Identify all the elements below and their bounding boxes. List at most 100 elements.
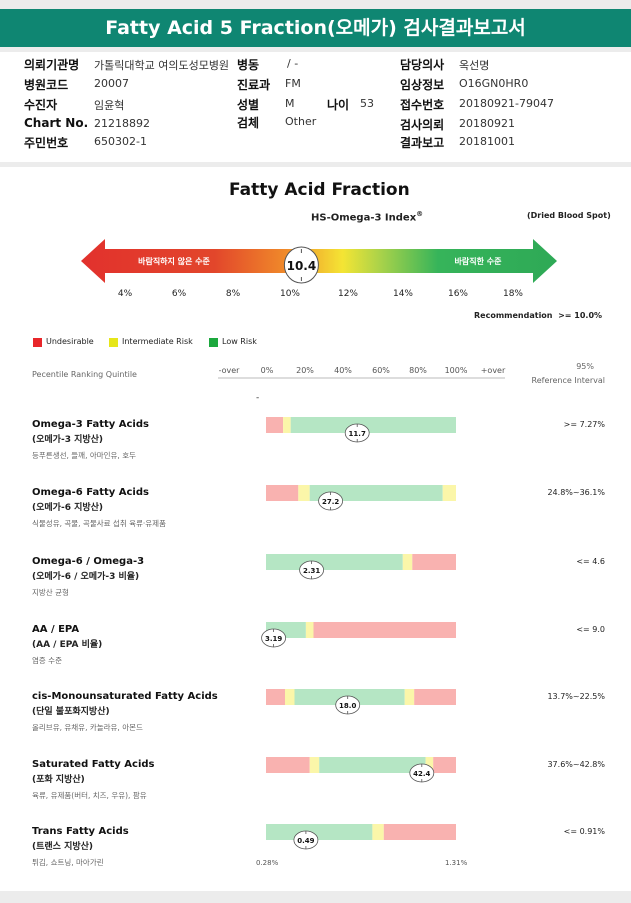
value-text: 3.19 [265,635,282,643]
age-value: 53 [360,97,374,110]
scale-tick-label: 4% [118,289,133,299]
bottom-left-label: 0.28% [256,859,279,867]
ref-header-interval: Reference Interval [531,376,605,385]
doctor-label: 담당의사 [400,58,445,72]
row-ref-interval: 24.8%~36.1% [547,488,605,497]
row-ref-interval: >= 7.27% [564,420,606,429]
zone-intermediate [425,757,434,773]
row-ref-interval: <= 0.91% [564,827,606,836]
zone-intermediate [285,689,295,705]
row-ref-interval: <= 4.6 [576,557,605,566]
zone-low [266,824,373,840]
result-row: AA / EPA (AA / EPA 비율) 염증 수준 <= 9.0 3.19 [32,622,605,665]
hospital-code-value: 20007 [94,77,129,90]
dept-label: 진료과 [237,78,271,92]
row-name: Omega-6 / Omega-3 [32,556,144,567]
percentile-tick: 20% [296,366,314,375]
sex-value: M [285,97,295,110]
scale-tick-label: 10% [280,289,300,299]
index-value-text: 10.4 [287,259,317,273]
legend-swatch-low [209,338,218,347]
result-row: Omega-6 / Omega-3 (오메가-6 / 오메가-3 비율) 지방산 균… [32,554,605,597]
row-name: Omega-3 Fatty Acids [32,419,149,430]
zone-low [319,757,426,773]
percentile-tick: 0% [261,366,274,375]
legend-swatch-undesirable [33,338,42,347]
scale-tick-label: 14% [393,289,413,299]
row-sub: (오메가-6 지방산) [32,501,103,513]
dash-mark: - [256,393,260,403]
result-panel: Fatty Acid Fraction HS-Omega-3 Index® (D… [0,167,631,891]
row-sub: (오메가-6 / 오메가-3 비율) [32,570,139,582]
section-heading: Fatty Acid Fraction [229,180,410,200]
scale-tick-label: 8% [226,289,241,299]
row-desc: 지방산 균형 [32,587,69,597]
result-row: Trans Fatty Acids (트랜스 지방산) 튀김, 쇼트닝, 마아가린 <… [32,824,605,867]
index-value-marker [283,246,319,284]
value-text: 11.7 [349,430,366,438]
percentile-tick: 100% [445,366,468,375]
value-text: 2.31 [303,567,320,575]
resident-no-value: 650302-1 [94,135,147,148]
report-date-label: 결과보고 [400,136,445,150]
zone-undesirable [266,485,299,501]
result-row: Omega-3 Fatty Acids (오메가-3 지방산) 등푸른생선, 들깨,… [32,417,605,460]
legend-label-low: Low Risk [222,337,257,346]
chart-no-label: Chart No. [24,116,89,130]
ref-header-95: 95% [576,362,594,371]
result-row: Saturated Fatty Acids (포화 지방산) 육류, 유제품(버터,… [32,757,605,800]
zone-intermediate [298,485,310,501]
age-label: 나이 [327,98,350,112]
zone-low [309,485,443,501]
index-title-text: HS-Omega-3 Index [311,212,417,224]
specimen-value: Other [285,115,317,128]
chart-no-value: 21218892 [94,117,150,130]
report-date-value: 20181001 [459,135,515,148]
patient-info-panel: 의뢰기관명 가톨릭대학교 여의도성모병원 병원코드 20007 수진자 임윤혁 … [0,52,631,162]
row-desc: 식물성유, 곡물, 곡물사료 섭취 육류·유제품 [32,518,166,528]
arrow-left-text: 바람직하지 않은 수준 [138,256,210,266]
row-sub: (트랜스 지방산) [32,840,93,852]
value-text: 0.49 [297,837,314,845]
percentile-tick: +over [481,366,506,375]
row-desc: 염증 수준 [32,656,62,665]
zone-intermediate [402,554,413,570]
zone-low [266,554,403,570]
chart-canvas: 바람직하지 않은 수준 바람직한 수준 10.4 4% 6% 8% 10% 12% 14% 1… [32,239,605,867]
row-name: AA / EPA [32,624,79,635]
scale-tick-label: 16% [448,289,468,299]
row-sub: (오메가-3 지방산) [32,433,103,445]
legend-swatch-intermediate [109,338,118,347]
patient-value: 임윤혁 [94,99,125,112]
zone-intermediate [442,485,456,501]
zone-intermediate [404,689,415,705]
resident-no-label: 주민번호 [24,136,69,150]
zone-intermediate [372,824,384,840]
request-date-label: 검사의뢰 [400,118,445,132]
dept-value: FM [285,77,301,90]
percentile-tick: 80% [409,366,427,375]
scale-tick-label: 18% [503,289,523,299]
zone-undesirable [414,689,456,705]
recommendation-label: Recommendation [474,311,553,320]
row-desc: 튀김, 쇼트닝, 마아가린 [32,857,104,867]
bottom-right-label: 1.31% [445,859,468,867]
clinical-info-value: O16GN0HR0 [459,77,529,90]
hospital-label: 의뢰기관명 [24,58,80,72]
percentile-label: Pecentile Ranking Quintile [32,370,137,379]
value-text: 27.2 [322,498,339,506]
row-name: cis-Monounsaturated Fatty Acids [32,691,218,702]
index-title: HS-Omega-3 Index® [311,210,423,223]
clinical-info-label: 임상정보 [400,78,445,92]
row-name: Omega-6 Fatty Acids [32,487,149,498]
row-ref-interval: <= 9.0 [576,625,605,634]
percentile-tick: -over [219,366,241,375]
receipt-no-label: 접수번호 [400,98,445,112]
zone-undesirable [266,689,285,705]
zone-undesirable [433,757,456,773]
percentile-tick: 60% [372,366,390,375]
row-sub: (포화 지방산) [32,773,85,785]
doctor-value: 옥선명 [459,59,490,72]
hs-omega3-arrow [81,239,557,283]
row-sub: (AA / EPA 비율) [32,638,102,650]
